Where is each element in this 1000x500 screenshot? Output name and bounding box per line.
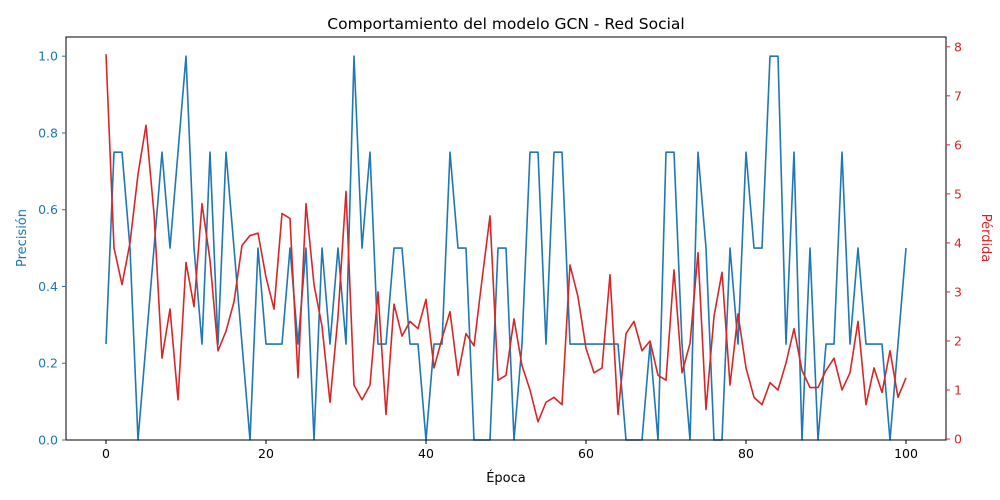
x-axis-label: Época [486,470,526,486]
y-left-tick-label: 0.6 [38,202,58,217]
accuracy-series-line [105,55,907,441]
y-right-tick-label: 8 [954,39,962,54]
x-tick-label: 100 [894,446,918,461]
x-tick-label: 80 [738,446,754,461]
plot-series [105,54,907,441]
y-left-tick-label: 0.8 [38,125,58,140]
y-right-tick-label: 1 [954,382,962,397]
loss-series-line [105,54,907,423]
y-axis-right-label: Pérdida [978,214,993,263]
y-right-tick-label: 7 [954,88,962,103]
x-tick-label: 0 [102,446,110,461]
y-right-tick-label: 4 [954,235,962,250]
y-right-tick-label: 2 [954,333,962,348]
y-axis-left-label: Precisión [15,209,30,267]
plot-frame [65,36,947,441]
y-left-tick-label: 0.2 [38,356,58,371]
chart-title: Comportamiento del modelo GCN - Red Soci… [327,15,684,33]
x-tick-label: 60 [578,446,594,461]
y-axis-left: 0.0 0.2 0.4 0.6 0.8 1.0 [38,49,66,448]
y-right-tick-label: 3 [954,284,962,299]
x-axis: 0 20 40 60 80 100 [102,440,918,461]
y-left-tick-label: 0.0 [38,433,58,448]
y-right-tick-label: 5 [954,186,962,201]
y-right-tick-label: 6 [954,137,962,152]
x-tick-label: 40 [418,446,434,461]
x-tick-label: 20 [258,446,274,461]
y-left-tick-label: 0.4 [38,279,58,294]
y-axis-right: 0 1 2 3 4 5 6 7 8 [946,39,962,447]
y-left-tick-label: 1.0 [38,49,58,64]
y-right-tick-label: 0 [954,432,962,447]
